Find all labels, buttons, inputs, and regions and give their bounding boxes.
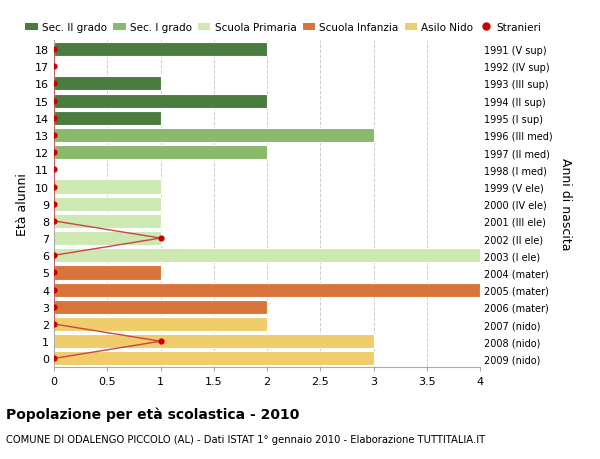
Bar xyxy=(54,43,267,57)
Bar xyxy=(54,317,267,331)
Bar xyxy=(54,180,161,194)
Bar xyxy=(54,249,480,263)
Bar xyxy=(54,197,161,211)
Legend: Sec. II grado, Sec. I grado, Scuola Primaria, Scuola Infanzia, Asilo Nido, Stran: Sec. II grado, Sec. I grado, Scuola Prim… xyxy=(25,23,541,33)
Bar xyxy=(54,283,480,297)
Bar xyxy=(54,112,161,125)
Bar xyxy=(54,146,267,160)
Bar xyxy=(54,94,267,108)
Bar xyxy=(54,266,161,280)
Bar xyxy=(54,214,161,229)
Bar xyxy=(54,129,373,143)
Bar xyxy=(54,352,373,366)
Bar xyxy=(54,335,373,348)
Y-axis label: Anni di nascita: Anni di nascita xyxy=(559,158,572,251)
Bar xyxy=(54,77,161,91)
Y-axis label: Età alunni: Età alunni xyxy=(16,173,29,235)
Text: COMUNE DI ODALENGO PICCOLO (AL) - Dati ISTAT 1° gennaio 2010 - Elaborazione TUTT: COMUNE DI ODALENGO PICCOLO (AL) - Dati I… xyxy=(6,434,485,444)
Bar xyxy=(54,300,267,314)
Text: Popolazione per età scolastica - 2010: Popolazione per età scolastica - 2010 xyxy=(6,406,299,421)
Bar xyxy=(54,231,161,246)
